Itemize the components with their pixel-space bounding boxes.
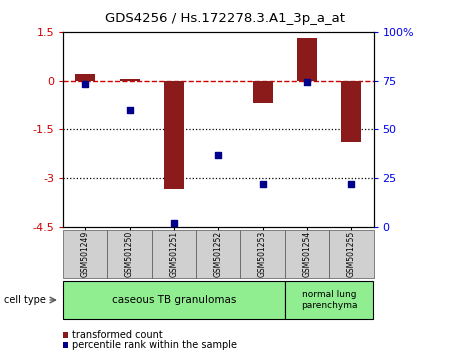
Bar (75, 74, 95, 81)
Bar (297, 38, 317, 81)
Text: GSM501250: GSM501250 (125, 231, 134, 277)
Text: GSM501249: GSM501249 (81, 231, 90, 277)
Bar (164, 81, 184, 189)
Text: caseous TB granulomas: caseous TB granulomas (112, 295, 236, 305)
Text: GSM501252: GSM501252 (214, 231, 223, 277)
Text: transformed count: transformed count (72, 330, 163, 340)
Text: GSM501254: GSM501254 (302, 231, 311, 277)
Bar (342, 81, 361, 142)
Bar (252, 81, 273, 103)
Text: GSM501253: GSM501253 (258, 231, 267, 277)
Point (126, 107, 133, 113)
Text: GSM501255: GSM501255 (347, 231, 356, 277)
Text: GSM501251: GSM501251 (169, 231, 178, 277)
Text: GDS4256 / Hs.172278.3.A1_3p_a_at: GDS4256 / Hs.172278.3.A1_3p_a_at (105, 12, 345, 25)
Text: percentile rank within the sample: percentile rank within the sample (72, 340, 237, 350)
Text: cell type: cell type (4, 295, 46, 305)
Point (348, 181, 355, 187)
Point (170, 220, 177, 225)
Text: normal lung
parenchyma: normal lung parenchyma (301, 290, 357, 310)
Point (303, 80, 310, 85)
Point (259, 181, 266, 187)
Point (81, 81, 89, 87)
Bar (120, 79, 140, 81)
Point (215, 152, 222, 157)
